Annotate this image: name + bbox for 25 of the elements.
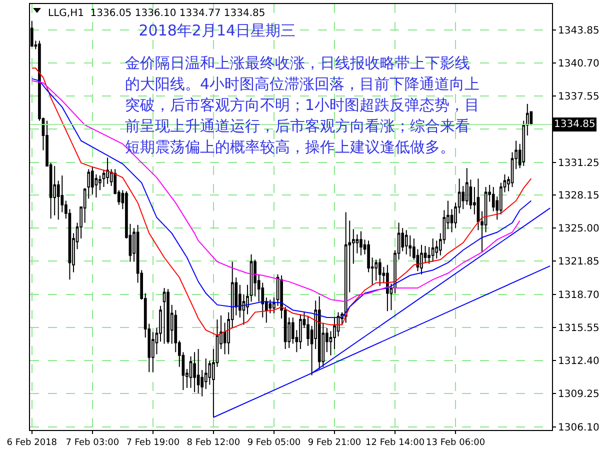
- x-tick-label: 7 Feb 03:00: [66, 438, 120, 448]
- y-tick-label: 1343.85: [558, 25, 600, 36]
- x-tick-label: 9 Feb 05:00: [247, 438, 301, 448]
- x-tick-label: 6 Feb 2018: [6, 438, 58, 448]
- x-tick-label: 12 Feb 14:00: [365, 438, 425, 448]
- y-tick-label: 1340.70: [558, 58, 600, 70]
- annotation: 短期震荡偏上的概率较高，操作上建议逢低做多。: [125, 138, 455, 156]
- y-tick-label: 1325.00: [558, 224, 600, 235]
- y-tick-label: 1312.40: [558, 356, 600, 368]
- ref-line-label: 1334.85: [554, 119, 596, 130]
- annotation: 突破，后市客观方向不明；1小时图超跌反弹态势，目: [125, 96, 480, 114]
- y-tick-label: 1318.70: [558, 290, 600, 301]
- x-tick-label: 7 Feb 19:00: [126, 438, 180, 448]
- y-tick-label: 1306.10: [558, 422, 600, 434]
- y-tick-label: 1321.85: [558, 256, 600, 268]
- annotation: LLG,H1 1336.05 1336.10 1334.77 1334.85: [48, 8, 266, 19]
- y-tick-label: 1315.55: [558, 322, 600, 334]
- x-tick-label: 8 Feb 12:00: [186, 438, 240, 448]
- annotation: 的大阳线。4小时图高位滞涨回落，目前下降通道向上: [125, 75, 480, 93]
- y-tick-label: 1328.15: [558, 190, 600, 202]
- y-tick-label: 1331.25: [558, 158, 600, 169]
- y-tick-label: 1309.25: [558, 389, 600, 400]
- x-tick-label: 9 Feb 21:00: [308, 438, 362, 448]
- x-tick-label: 13 Feb 06:00: [426, 438, 486, 448]
- y-tick-label: 1337.55: [558, 92, 600, 103]
